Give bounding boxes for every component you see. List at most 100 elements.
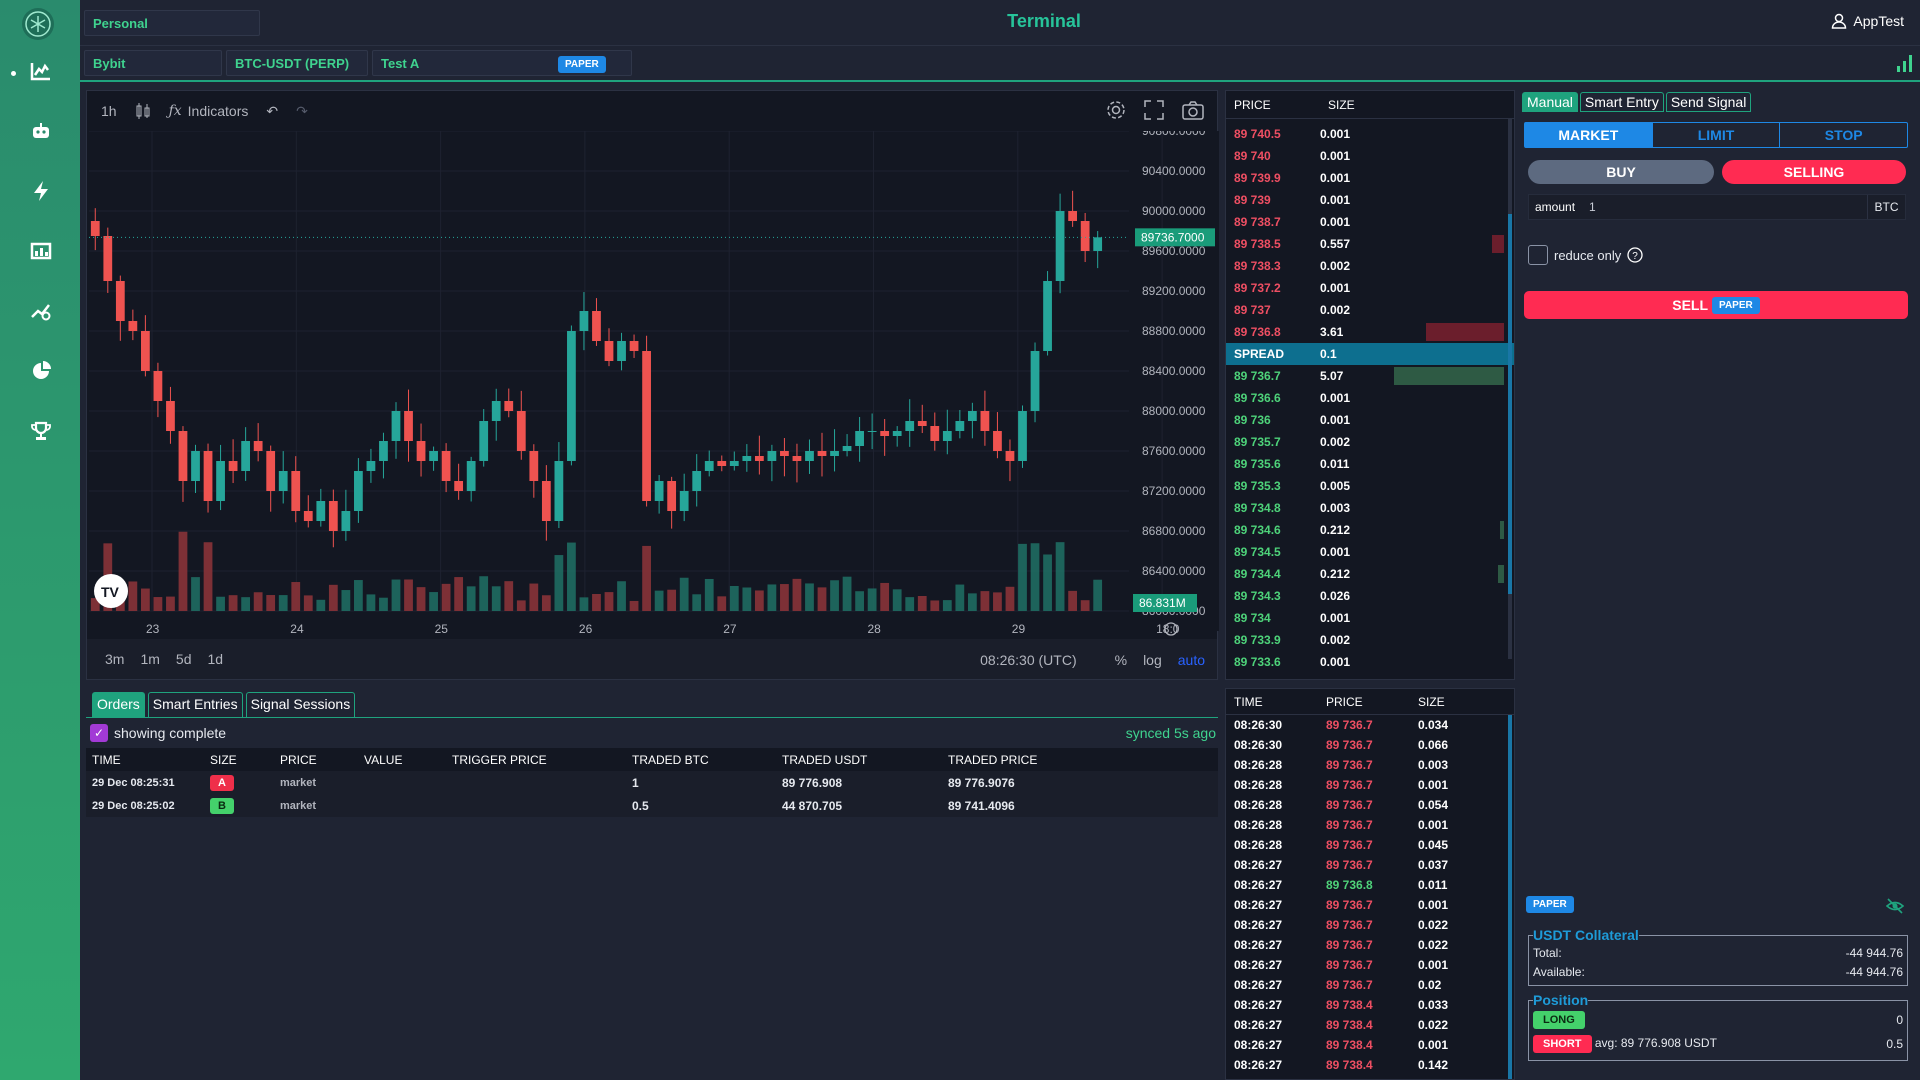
bid-row[interactable]: 89 734.8 0.003	[1226, 497, 1514, 519]
range-button-3m[interactable]: 3m	[105, 651, 125, 667]
dashboard-icon[interactable]	[26, 236, 56, 266]
candle-body	[980, 411, 990, 431]
trade-row: 08:26:27 89 736.7 0.001	[1226, 955, 1514, 975]
position-title: Position	[1533, 992, 1589, 1008]
bid-row[interactable]: 89 735.3 0.005	[1226, 475, 1514, 497]
reduce-only-label: reduce only	[1554, 247, 1622, 263]
camera-icon[interactable]	[1181, 99, 1205, 121]
bid-row[interactable]: 89 736.6 0.001	[1226, 387, 1514, 409]
stop-order-button[interactable]: STOP	[1824, 127, 1863, 143]
log-toggle[interactable]: log	[1143, 652, 1162, 668]
trade-price: 89 736.7	[1326, 838, 1373, 852]
ask-row[interactable]: 89 738.3 0.002	[1226, 255, 1514, 277]
price-chart[interactable]: 90800.0000 90400.0000 90000.0000 89600.0000…	[87, 131, 1219, 691]
pie-chart-icon[interactable]	[26, 356, 56, 386]
analytics-icon[interactable]	[26, 296, 56, 326]
order-book-scrollbar[interactable]	[1508, 119, 1512, 659]
lightning-icon[interactable]	[26, 176, 56, 206]
account-selector[interactable]: Personal	[84, 10, 260, 36]
ask-price: 89 738.3	[1234, 259, 1281, 273]
trading-chart-icon[interactable]	[26, 56, 56, 86]
auto-toggle[interactable]: auto	[1177, 652, 1205, 668]
settings-gear-icon[interactable]	[1105, 99, 1127, 121]
volume-bar	[341, 590, 351, 611]
order-row[interactable]: 29 Dec 08:25:31 A market 1 89 776.908 89…	[86, 771, 1218, 794]
candle-body	[341, 511, 351, 531]
bot-icon[interactable]	[26, 116, 56, 146]
bid-row[interactable]: 89 734.5 0.001	[1226, 541, 1514, 563]
volume-bar	[993, 592, 1002, 611]
trades-scrollbar[interactable]	[1508, 715, 1512, 1079]
buy-toggle[interactable]: BUY	[1528, 160, 1714, 184]
help-icon[interactable]: ?	[1627, 247, 1643, 263]
trade-price: 89 736.7	[1326, 758, 1373, 772]
range-button-5d[interactable]: 5d	[175, 651, 192, 667]
ask-row[interactable]: 89 738.7 0.001	[1226, 211, 1514, 233]
sell-submit-button[interactable]: SELL PAPER	[1524, 291, 1908, 319]
candle-type-icon[interactable]	[135, 102, 151, 120]
amount-field[interactable]: amount 1 BTC	[1528, 194, 1906, 220]
spread-label: SPREAD	[1234, 347, 1285, 361]
trophy-icon[interactable]	[26, 416, 56, 446]
percent-toggle[interactable]: %	[1114, 652, 1128, 668]
bid-price: 89 734.3	[1234, 589, 1281, 603]
y-axis-tick-label: 89600.0000	[1142, 244, 1206, 258]
undo-icon[interactable]: ↶	[266, 102, 279, 119]
bid-row[interactable]: 89 734.4 0.212	[1226, 563, 1514, 585]
ask-row[interactable]: 89 738.5 0.557	[1226, 233, 1514, 255]
ask-row[interactable]: 89 739 0.001	[1226, 189, 1514, 211]
range-button-1d[interactable]: 1d	[207, 651, 224, 667]
tab-smart-entries[interactable]: Smart Entries	[147, 692, 243, 717]
indicators-button[interactable]: ƒx Indicators	[169, 103, 249, 119]
limit-order-button[interactable]: LIMIT	[1653, 123, 1781, 147]
trade-time: 08:26:28	[1234, 778, 1283, 792]
tab-orders[interactable]: Orders	[92, 692, 145, 717]
exchange-selector[interactable]: Bybit	[84, 50, 222, 76]
ask-row[interactable]: 89 740.5 0.001	[1226, 123, 1514, 145]
ask-row[interactable]: 89 737 0.002	[1226, 299, 1514, 321]
bid-row[interactable]: 89 736.7 5.07	[1226, 365, 1514, 387]
chart-clock: 08:26:30 (UTC)	[980, 652, 1077, 668]
reduce-only-checkbox[interactable]	[1528, 245, 1548, 265]
volume-bar	[529, 583, 539, 611]
ask-row[interactable]: 89 737.2 0.001	[1226, 277, 1514, 299]
bid-row[interactable]: 89 736 0.001	[1226, 409, 1514, 431]
trade-size: 0.001	[1418, 898, 1449, 912]
bid-row[interactable]: 89 733.6 0.001	[1226, 651, 1514, 673]
amount-value[interactable]: 1	[1589, 200, 1596, 214]
bid-row[interactable]: 89 734.3 0.026	[1226, 585, 1514, 607]
volume-bar	[366, 594, 376, 611]
ask-row[interactable]: 89 736.8 3.61	[1226, 321, 1514, 343]
fullscreen-icon[interactable]	[1143, 99, 1165, 121]
logo-icon[interactable]	[22, 8, 54, 40]
candle-body	[592, 311, 601, 341]
showing-complete-checkbox[interactable]: ✓	[90, 724, 108, 742]
selling-toggle[interactable]: SELLING	[1722, 160, 1906, 184]
volume-bar	[479, 576, 489, 611]
interval-selector[interactable]: 1h	[101, 103, 117, 119]
ask-row[interactable]: 89 739.9 0.001	[1226, 167, 1514, 189]
bid-row[interactable]: 89 735.6 0.011	[1226, 453, 1514, 475]
redo-icon[interactable]: ↷	[296, 102, 308, 119]
bid-size: 0.001	[1320, 611, 1351, 625]
pair-selector[interactable]: BTC-USDT (PERP)	[226, 50, 368, 76]
bid-row[interactable]: 89 733.9 0.002	[1226, 629, 1514, 651]
trade-price: 89 736.8	[1326, 878, 1373, 892]
y-axis-tick-label: 90000.0000	[1142, 204, 1206, 218]
user-menu[interactable]: AppTest	[1831, 13, 1904, 29]
order-traded-btc: 1	[626, 771, 776, 794]
market-order-button[interactable]: MARKET	[1525, 123, 1653, 147]
candle-body	[1018, 411, 1027, 461]
order-size: A	[204, 771, 274, 794]
ask-row[interactable]: 89 740 0.001	[1226, 145, 1514, 167]
tab-signal-sessions[interactable]: Signal Sessions	[245, 692, 356, 717]
bid-row[interactable]: 89 734.6 0.212	[1226, 519, 1514, 541]
range-button-1m[interactable]: 1m	[140, 651, 160, 667]
bid-row[interactable]: 89 735.7 0.002	[1226, 431, 1514, 453]
eye-off-icon[interactable]	[1886, 898, 1904, 914]
tab-smart-entry[interactable]: Smart Entry	[1579, 92, 1664, 112]
tab-manual[interactable]: Manual	[1522, 92, 1578, 112]
order-row[interactable]: 29 Dec 08:25:02 B market 0.5 44 870.705 …	[86, 794, 1218, 817]
bid-row[interactable]: 89 734 0.001	[1226, 607, 1514, 629]
tab-send-signal[interactable]: Send Signal	[1665, 92, 1752, 112]
